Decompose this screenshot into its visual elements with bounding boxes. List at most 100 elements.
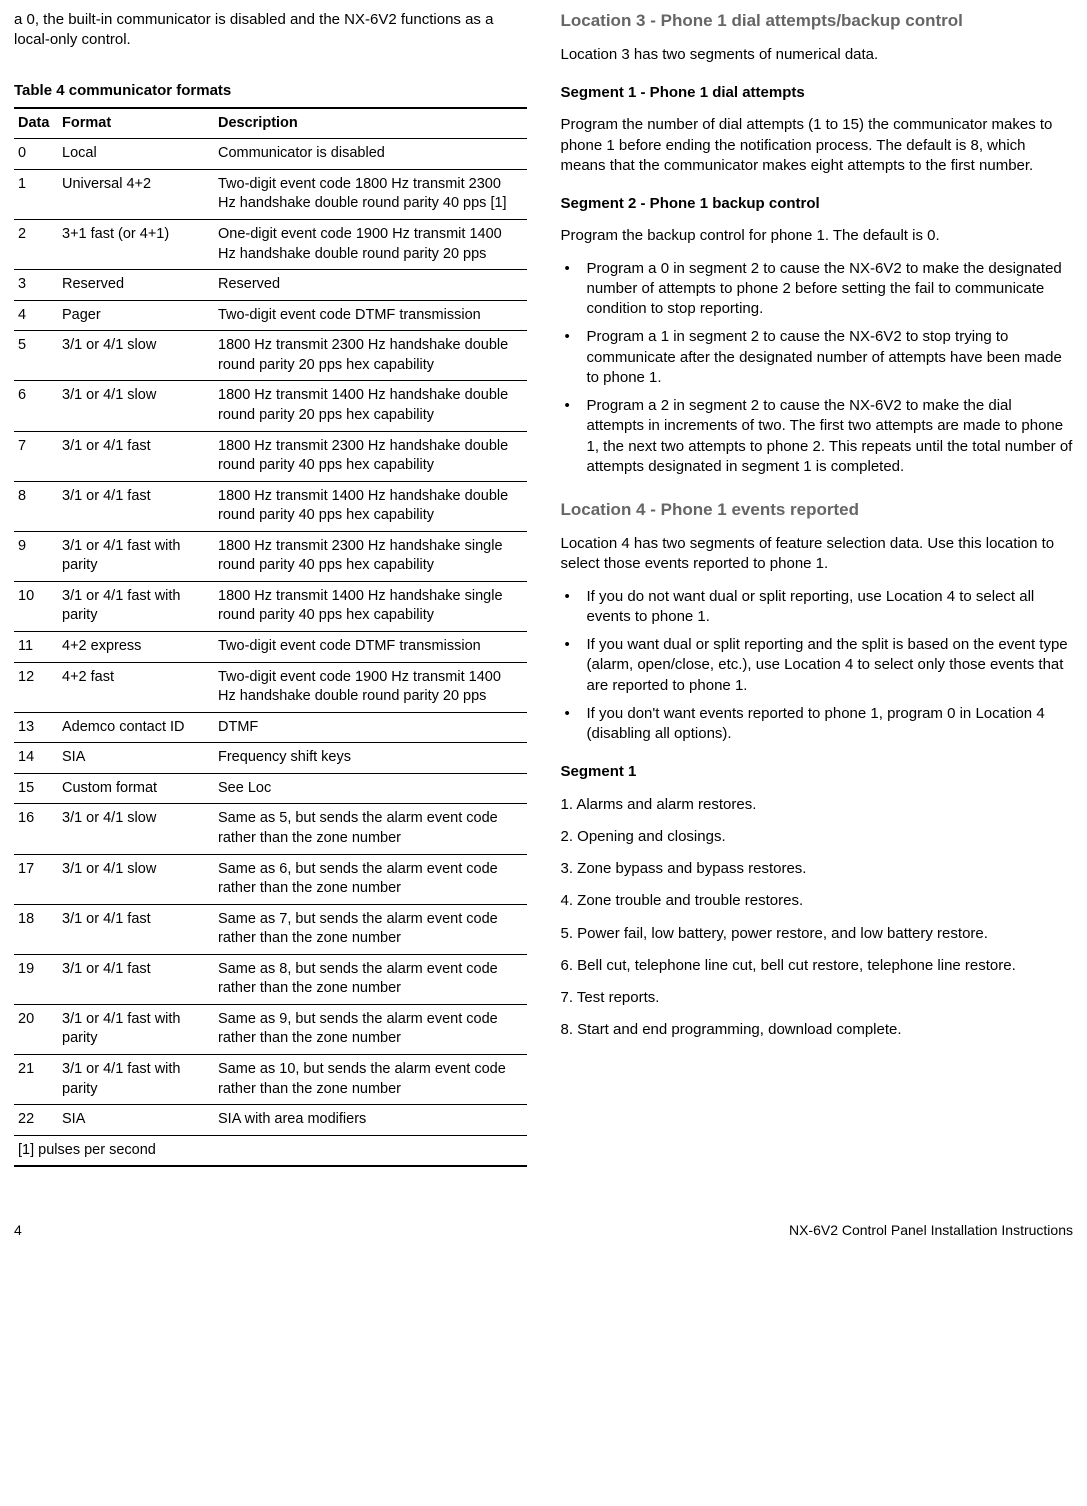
cell-format: 3/1 or 4/1 slow <box>58 854 214 904</box>
cell-description: Two-digit event code 1900 Hz transmit 14… <box>214 662 527 712</box>
page-number: 4 <box>14 1221 22 1240</box>
location-4-bullets: If you do not want dual or split reporti… <box>561 587 1074 745</box>
cell-description: Same as 9, but sends the alarm event cod… <box>214 1004 527 1054</box>
location-4-intro: Location 4 has two segments of feature s… <box>561 534 1074 575</box>
table-row: 23+1 fast (or 4+1)One-digit event code 1… <box>14 220 527 270</box>
cell-format: 3/1 or 4/1 fast <box>58 954 214 1004</box>
cell-data: 20 <box>14 1004 58 1054</box>
communicator-formats-table: Data Format Description 0LocalCommunicat… <box>14 107 527 1168</box>
list-item: Program a 1 in segment 2 to cause the NX… <box>561 327 1074 388</box>
list-item: Program a 0 in segment 2 to cause the NX… <box>561 259 1074 320</box>
cell-data: 6 <box>14 381 58 431</box>
table-row: 103/1 or 4/1 fast with parity1800 Hz tra… <box>14 581 527 631</box>
cell-description: 1800 Hz transmit 1400 Hz handshake singl… <box>214 581 527 631</box>
cell-format: 3/1 or 4/1 fast <box>58 481 214 531</box>
cell-description: Two-digit event code DTMF transmission <box>214 300 527 331</box>
cell-data: 14 <box>14 743 58 774</box>
segment-1b-heading: Segment 1 <box>561 762 1074 782</box>
list-item: 8. Start and end programming, download c… <box>561 1020 1074 1040</box>
table-row: 63/1 or 4/1 slow1800 Hz transmit 1400 Hz… <box>14 381 527 431</box>
cell-description: Reserved <box>214 270 527 301</box>
list-item: 3. Zone bypass and bypass restores. <box>561 859 1074 879</box>
cell-data: 16 <box>14 804 58 854</box>
table-row: 193/1 or 4/1 fastSame as 8, but sends th… <box>14 954 527 1004</box>
list-item: 4. Zone trouble and trouble restores. <box>561 891 1074 911</box>
table-header-row: Data Format Description <box>14 108 527 139</box>
cell-description: SIA with area modifiers <box>214 1105 527 1136</box>
cell-format: Pager <box>58 300 214 331</box>
cell-description: See Loc <box>214 773 527 804</box>
table-footnote: [1] pulses per second <box>14 1135 527 1166</box>
left-column: a 0, the built-in communicator is disabl… <box>14 10 527 1167</box>
cell-data: 0 <box>14 139 58 170</box>
cell-format: 3/1 or 4/1 fast with parity <box>58 581 214 631</box>
cell-description: 1800 Hz transmit 2300 Hz handshake singl… <box>214 531 527 581</box>
table-row: 14SIAFrequency shift keys <box>14 743 527 774</box>
cell-description: One-digit event code 1900 Hz transmit 14… <box>214 220 527 270</box>
table-footnote-row: [1] pulses per second <box>14 1135 527 1166</box>
segment-1-heading: Segment 1 - Phone 1 dial attempts <box>561 83 1074 103</box>
segment-1-body: Program the number of dial attempts (1 t… <box>561 115 1074 176</box>
cell-format: 3/1 or 4/1 slow <box>58 331 214 381</box>
cell-description: Two-digit event code DTMF transmission <box>214 632 527 663</box>
cell-data: 18 <box>14 904 58 954</box>
location-4-heading: Location 4 - Phone 1 events reported <box>561 499 1074 522</box>
cell-description: 1800 Hz transmit 2300 Hz handshake doubl… <box>214 431 527 481</box>
cell-description: 1800 Hz transmit 1400 Hz handshake doubl… <box>214 381 527 431</box>
cell-description: Same as 8, but sends the alarm event cod… <box>214 954 527 1004</box>
cell-data: 12 <box>14 662 58 712</box>
list-item: If you do not want dual or split reporti… <box>561 587 1074 628</box>
col-header-description: Description <box>214 108 527 139</box>
list-item: 2. Opening and closings. <box>561 827 1074 847</box>
cell-data: 10 <box>14 581 58 631</box>
table-row: 124+2 fastTwo-digit event code 1900 Hz t… <box>14 662 527 712</box>
cell-description: Same as 5, but sends the alarm event cod… <box>214 804 527 854</box>
cell-data: 21 <box>14 1055 58 1105</box>
page-columns: a 0, the built-in communicator is disabl… <box>14 10 1073 1167</box>
list-item: 6. Bell cut, telephone line cut, bell cu… <box>561 956 1074 976</box>
cell-data: 15 <box>14 773 58 804</box>
table-row: 53/1 or 4/1 slow1800 Hz transmit 2300 Hz… <box>14 331 527 381</box>
cell-format: Local <box>58 139 214 170</box>
list-item: 5. Power fail, low battery, power restor… <box>561 924 1074 944</box>
cell-data: 3 <box>14 270 58 301</box>
cell-data: 19 <box>14 954 58 1004</box>
col-header-data: Data <box>14 108 58 139</box>
cell-format: 3/1 or 4/1 fast <box>58 431 214 481</box>
right-column: Location 3 - Phone 1 dial attempts/backu… <box>561 10 1074 1167</box>
location-3-intro: Location 3 has two segments of numerical… <box>561 45 1074 65</box>
cell-data: 2 <box>14 220 58 270</box>
cell-format: 3/1 or 4/1 fast <box>58 904 214 954</box>
table-row: 1Universal 4+2Two-digit event code 1800 … <box>14 169 527 219</box>
segment-1b-list: 1. Alarms and alarm restores. 2. Opening … <box>561 795 1074 1041</box>
footer-title: NX-6V2 Control Panel Installation Instru… <box>789 1221 1073 1240</box>
table-row: 4PagerTwo-digit event code DTMF transmis… <box>14 300 527 331</box>
segment-2-heading: Segment 2 - Phone 1 backup control <box>561 194 1074 214</box>
cell-data: 9 <box>14 531 58 581</box>
cell-description: Two-digit event code 1800 Hz transmit 23… <box>214 169 527 219</box>
cell-format: Custom format <box>58 773 214 804</box>
cell-data: 8 <box>14 481 58 531</box>
cell-description: Same as 7, but sends the alarm event cod… <box>214 904 527 954</box>
table-caption: Table 4 communicator formats <box>14 81 527 101</box>
cell-description: Same as 6, but sends the alarm event cod… <box>214 854 527 904</box>
cell-format: 3/1 or 4/1 fast with parity <box>58 1055 214 1105</box>
cell-format: SIA <box>58 1105 214 1136</box>
table-row: 15Custom formatSee Loc <box>14 773 527 804</box>
list-item: 1. Alarms and alarm restores. <box>561 795 1074 815</box>
segment-2-bullets: Program a 0 in segment 2 to cause the NX… <box>561 259 1074 478</box>
cell-format: 3+1 fast (or 4+1) <box>58 220 214 270</box>
table-row: 13Ademco contact IDDTMF <box>14 712 527 743</box>
cell-data: 22 <box>14 1105 58 1136</box>
table-row: 163/1 or 4/1 slowSame as 5, but sends th… <box>14 804 527 854</box>
table-row: 114+2 expressTwo-digit event code DTMF t… <box>14 632 527 663</box>
table-row: 203/1 or 4/1 fast with paritySame as 9, … <box>14 1004 527 1054</box>
table-row: 173/1 or 4/1 slowSame as 6, but sends th… <box>14 854 527 904</box>
cell-data: 1 <box>14 169 58 219</box>
location-3-heading: Location 3 - Phone 1 dial attempts/backu… <box>561 10 1074 33</box>
cell-format: 3/1 or 4/1 slow <box>58 381 214 431</box>
cell-format: 4+2 express <box>58 632 214 663</box>
table-row: 213/1 or 4/1 fast with paritySame as 10,… <box>14 1055 527 1105</box>
cell-format: 3/1 or 4/1 fast with parity <box>58 1004 214 1054</box>
table-row: 73/1 or 4/1 fast1800 Hz transmit 2300 Hz… <box>14 431 527 481</box>
